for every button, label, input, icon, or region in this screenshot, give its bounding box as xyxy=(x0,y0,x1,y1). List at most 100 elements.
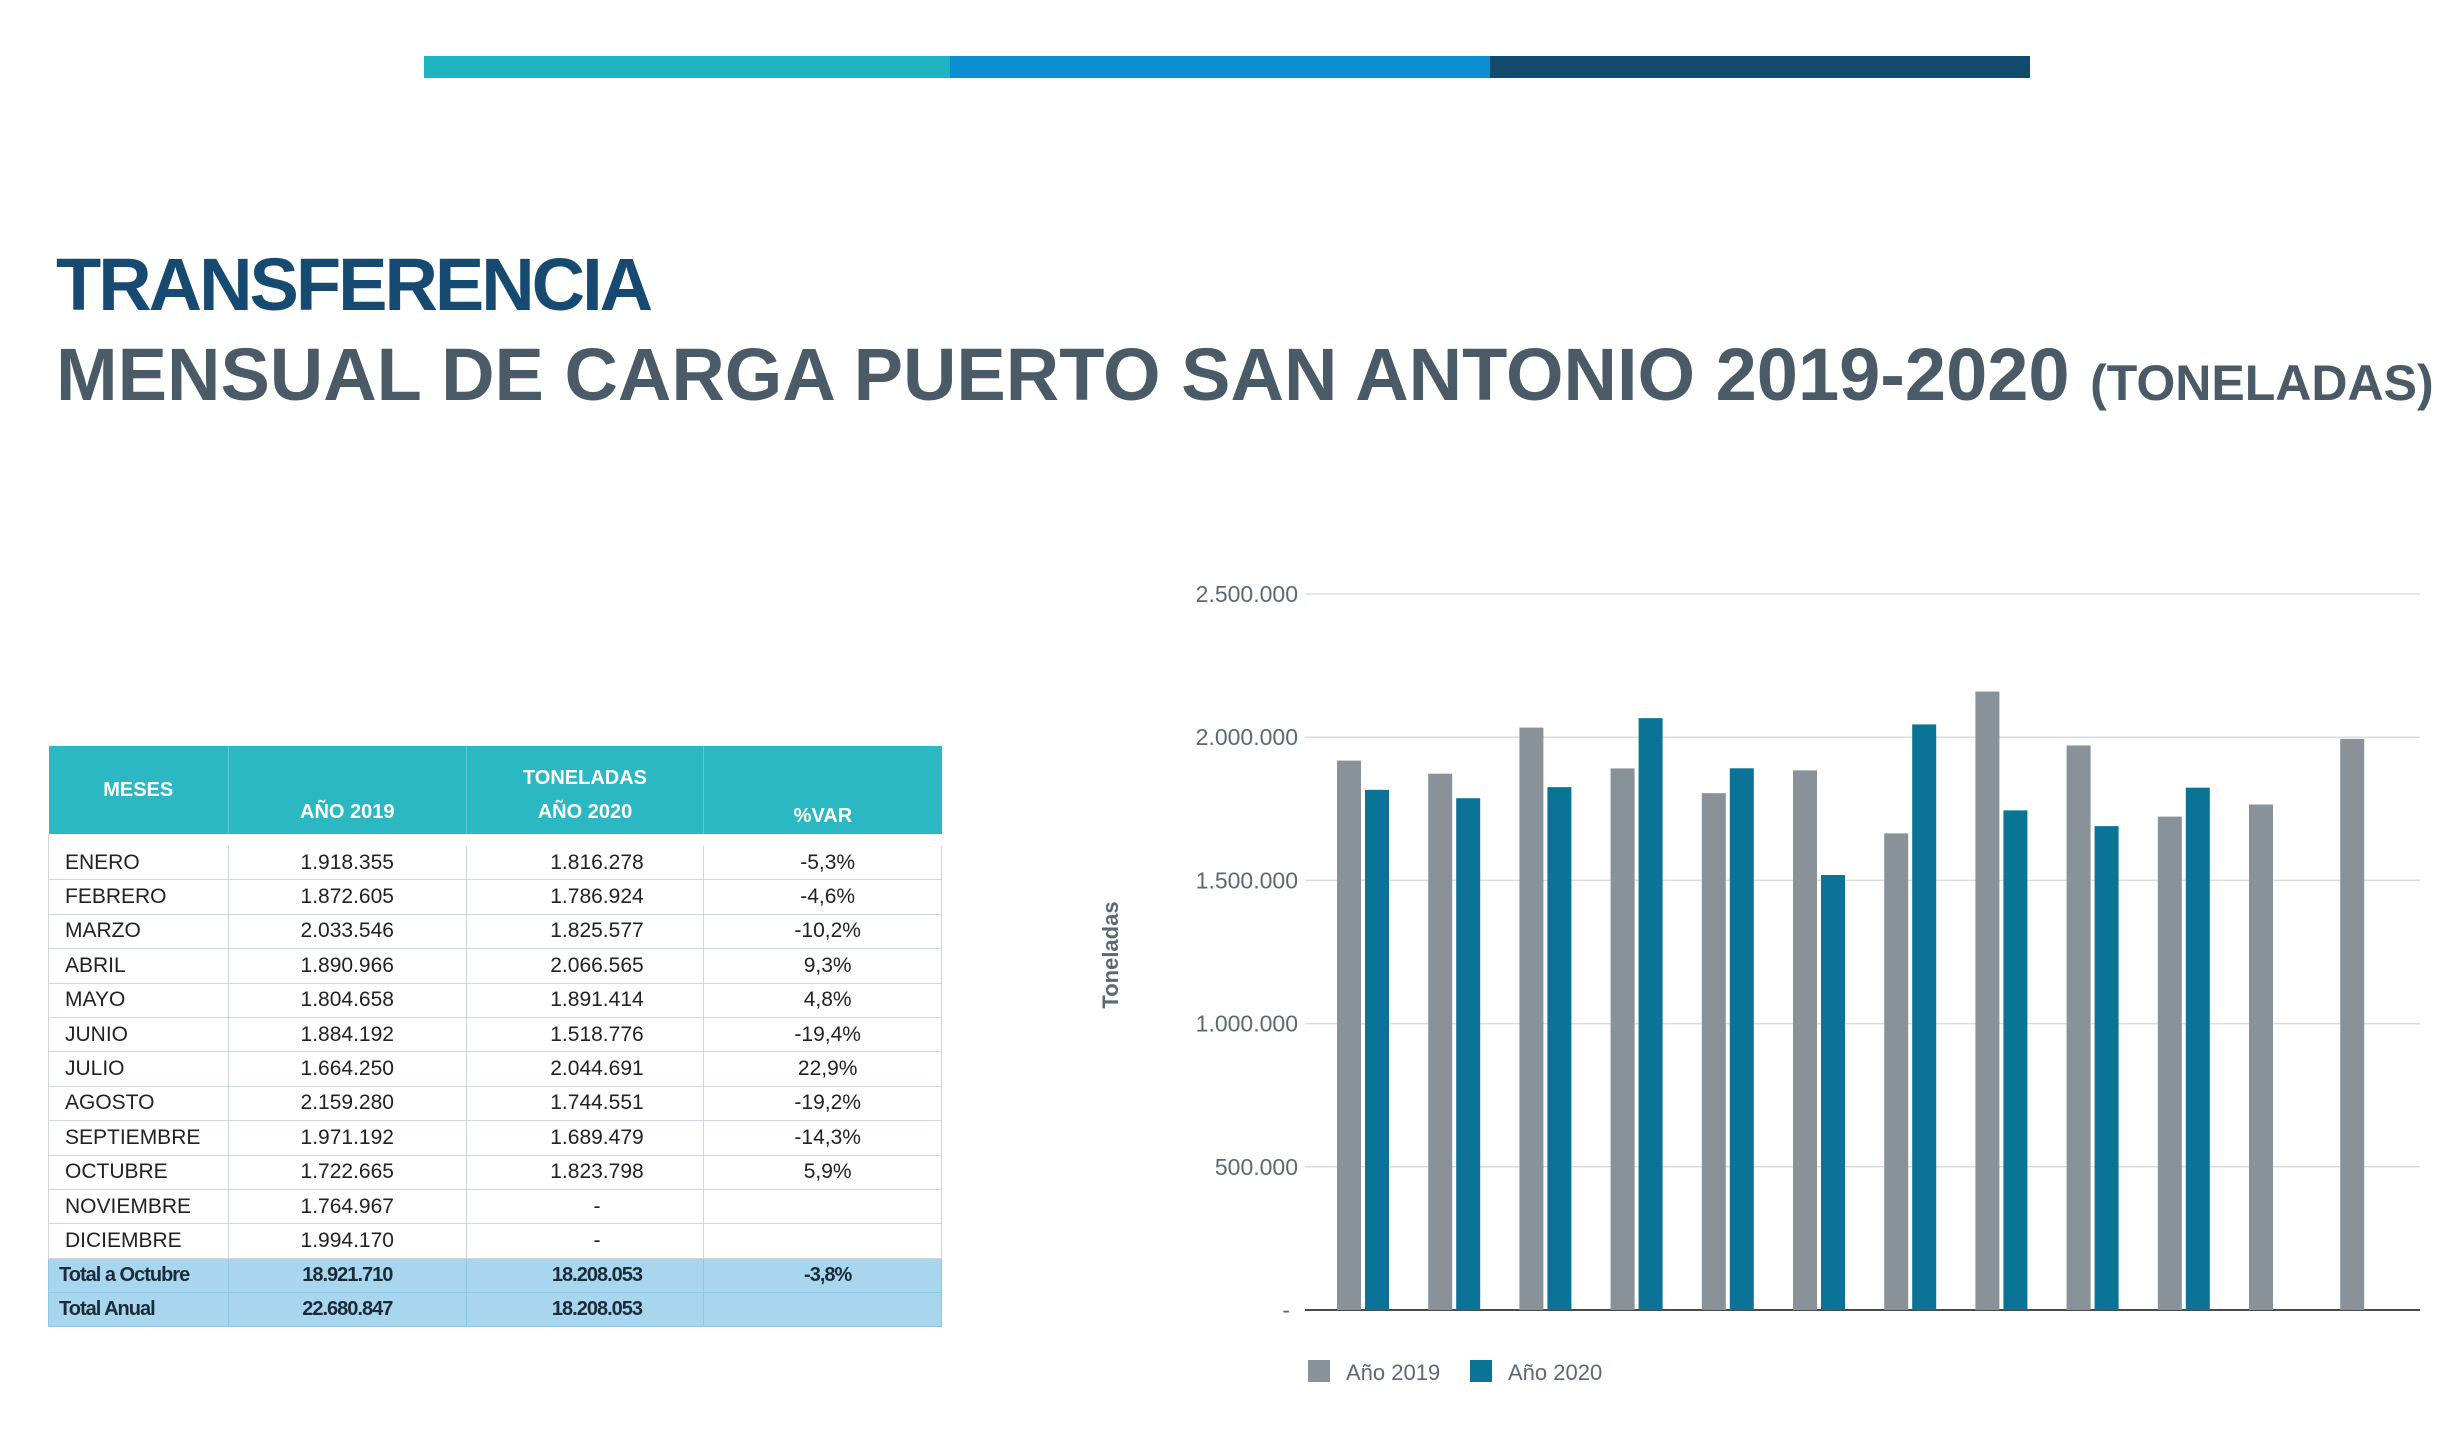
bar-2019-mayo xyxy=(1701,793,1726,1310)
table-row: JULIO 1.664.250 2.044.691 22,9% xyxy=(48,1051,942,1087)
bar-2019-enero xyxy=(1337,760,1361,1310)
cell-2019: 1.918.355 xyxy=(228,846,467,881)
cell-2020: 1.744.551 xyxy=(466,1086,705,1122)
table-row: FEBRERO 1.872.605 1.786.924 -4,6% xyxy=(48,879,942,915)
cell-mes: ABRIL xyxy=(48,948,229,984)
bar-2019-octubre xyxy=(2157,816,2182,1310)
bar-2019-diciembre xyxy=(2340,738,2365,1310)
bar-2019-julio xyxy=(1884,833,1909,1310)
table-row: JUNIO 1.884.192 1.518.776 -19,4% xyxy=(48,1017,942,1053)
table-row: DICIEMBRE 1.994.170- xyxy=(48,1223,942,1259)
total-label: Total Anual xyxy=(48,1292,229,1328)
bar-2019-junio xyxy=(1793,770,1817,1310)
cell-mes: SEPTIEMBRE xyxy=(48,1120,229,1156)
bar-2020-agosto xyxy=(2003,810,2028,1310)
y-tick-label: 1.000.000 xyxy=(1196,1011,1298,1037)
header-toneladas: TONELADAS xyxy=(466,746,705,790)
cell-var: 4,8% xyxy=(703,983,942,1018)
y-tick-label: 2.500.000 xyxy=(1196,581,1298,607)
total-label: Total a Octubre xyxy=(48,1258,229,1294)
cell-var: 5,9% xyxy=(703,1155,942,1190)
table-row: ENERO 1.918.355 1.816.278 -5,3% xyxy=(48,846,942,881)
bar-2020-mayo xyxy=(1729,768,1754,1310)
cell-mes: AGOSTO xyxy=(48,1086,229,1122)
tonnage-table: MESES TONELADAS AÑO 2019 AÑO 2020 %VAR E… xyxy=(48,746,942,1328)
cell-var: -5,3% xyxy=(703,846,942,881)
total-2019: 22.680.847 xyxy=(228,1292,467,1328)
cell-mes: JUNIO xyxy=(48,1017,229,1053)
header-color-bar xyxy=(424,56,2030,78)
cell-mes: MAYO xyxy=(48,983,229,1018)
cell-var: 9,3% xyxy=(703,948,942,984)
cell-var: -14,3% xyxy=(703,1120,942,1156)
y-axis-label: Toneladas xyxy=(1098,901,1123,1008)
legend-swatch-2020 xyxy=(1470,1360,1492,1382)
cell-2020: 1.518.776 xyxy=(466,1017,705,1053)
cell-var: -4,6% xyxy=(703,879,942,915)
header-anio-2020: AÑO 2020 xyxy=(466,790,705,834)
cell-var xyxy=(703,1189,942,1225)
bar-2020-abril xyxy=(1638,718,1663,1310)
subtitle-unit: (TONELADAS) xyxy=(2090,355,2434,411)
bar-2020-septiembre xyxy=(2094,826,2119,1310)
cell-mes: NOVIEMBRE xyxy=(48,1189,229,1225)
cell-2020: 2.044.691 xyxy=(466,1051,705,1087)
table-row: OCTUBRE 1.722.665 1.823.798 5,9% xyxy=(48,1155,942,1190)
page-title: TRANSFERENCIA xyxy=(56,243,653,326)
cell-2019: 2.033.546 xyxy=(228,914,467,950)
color-bar-segment-navy xyxy=(1490,56,2030,78)
cell-2019: 1.971.192 xyxy=(228,1120,467,1156)
cell-2020: 1.891.414 xyxy=(466,983,705,1018)
cell-var: -10,2% xyxy=(703,914,942,950)
cell-2020: 1.689.479 xyxy=(466,1120,705,1156)
cell-2019: 1.722.665 xyxy=(228,1155,467,1190)
bar-2019-noviembre xyxy=(2249,804,2273,1310)
cell-2020: 2.066.565 xyxy=(466,948,705,984)
total-row: Total a Octubre 18.921.710 18.208.053 -3,8% xyxy=(48,1258,942,1294)
subtitle-main: MENSUAL DE CARGA PUERTO SAN ANTONIO 2019… xyxy=(56,333,2070,416)
cell-2020: 1.786.924 xyxy=(466,879,705,915)
cell-mes: DICIEMBRE xyxy=(48,1223,229,1259)
bar-2020-julio xyxy=(1912,724,1937,1310)
table-row: NOVIEMBRE 1.764.967- xyxy=(48,1189,942,1225)
y-tick-label: 1.500.000 xyxy=(1196,867,1298,893)
header-anio-2019: AÑO 2019 xyxy=(228,790,467,834)
legend-label-2020: Año 2020 xyxy=(1508,1360,1602,1385)
total-var: -3,8% xyxy=(703,1258,942,1294)
bar-2019-febrero xyxy=(1428,773,1453,1310)
table-row: MARZO 2.033.546 1.825.577 -10,2% xyxy=(48,914,942,950)
bar-2020-enero xyxy=(1365,789,1389,1310)
bar-2019-septiembre xyxy=(2066,745,2091,1310)
y-tick-label: 500.000 xyxy=(1215,1154,1298,1180)
bar-2020-octubre xyxy=(2185,787,2210,1310)
cell-var: 22,9% xyxy=(703,1051,942,1087)
color-bar-segment-blue xyxy=(950,56,1490,78)
cell-2019: 1.884.192 xyxy=(228,1017,467,1053)
cell-2019: 1.872.605 xyxy=(228,879,467,915)
table-row: MAYO 1.804.658 1.891.414 4,8% xyxy=(48,983,942,1018)
cell-2019: 1.664.250 xyxy=(228,1051,467,1087)
cell-mes: MARZO xyxy=(48,914,229,950)
cell-2020: - xyxy=(466,1223,705,1259)
table-row: AGOSTO 2.159.280 1.744.551 -19,2% xyxy=(48,1086,942,1122)
cell-var xyxy=(703,1223,942,1259)
page-subtitle: MENSUAL DE CARGA PUERTO SAN ANTONIO 2019… xyxy=(56,338,2434,412)
total-2020: 18.208.053 xyxy=(466,1258,705,1294)
cell-mes: JULIO xyxy=(48,1051,229,1087)
cell-var: -19,4% xyxy=(703,1017,942,1053)
bar-2019-agosto xyxy=(1975,691,2000,1310)
y-tick-label: 2.000.000 xyxy=(1196,724,1298,750)
total-2019: 18.921.710 xyxy=(228,1258,467,1294)
cell-mes: ENERO xyxy=(48,846,229,881)
cell-2019: 1.804.658 xyxy=(228,983,467,1018)
cell-var: -19,2% xyxy=(703,1086,942,1122)
table-row: SEPTIEMBRE 1.971.192 1.689.479 -14,3% xyxy=(48,1120,942,1156)
total-2020: 18.208.053 xyxy=(466,1292,705,1328)
cell-2019: 1.994.170 xyxy=(228,1223,467,1259)
cell-mes: OCTUBRE xyxy=(48,1155,229,1190)
cell-2020: 1.825.577 xyxy=(466,914,705,950)
bar-2020-junio xyxy=(1821,875,1845,1310)
legend-swatch-2019 xyxy=(1308,1360,1330,1382)
cell-2020: 1.823.798 xyxy=(466,1155,705,1190)
y-tick-label: - xyxy=(1282,1297,1290,1323)
